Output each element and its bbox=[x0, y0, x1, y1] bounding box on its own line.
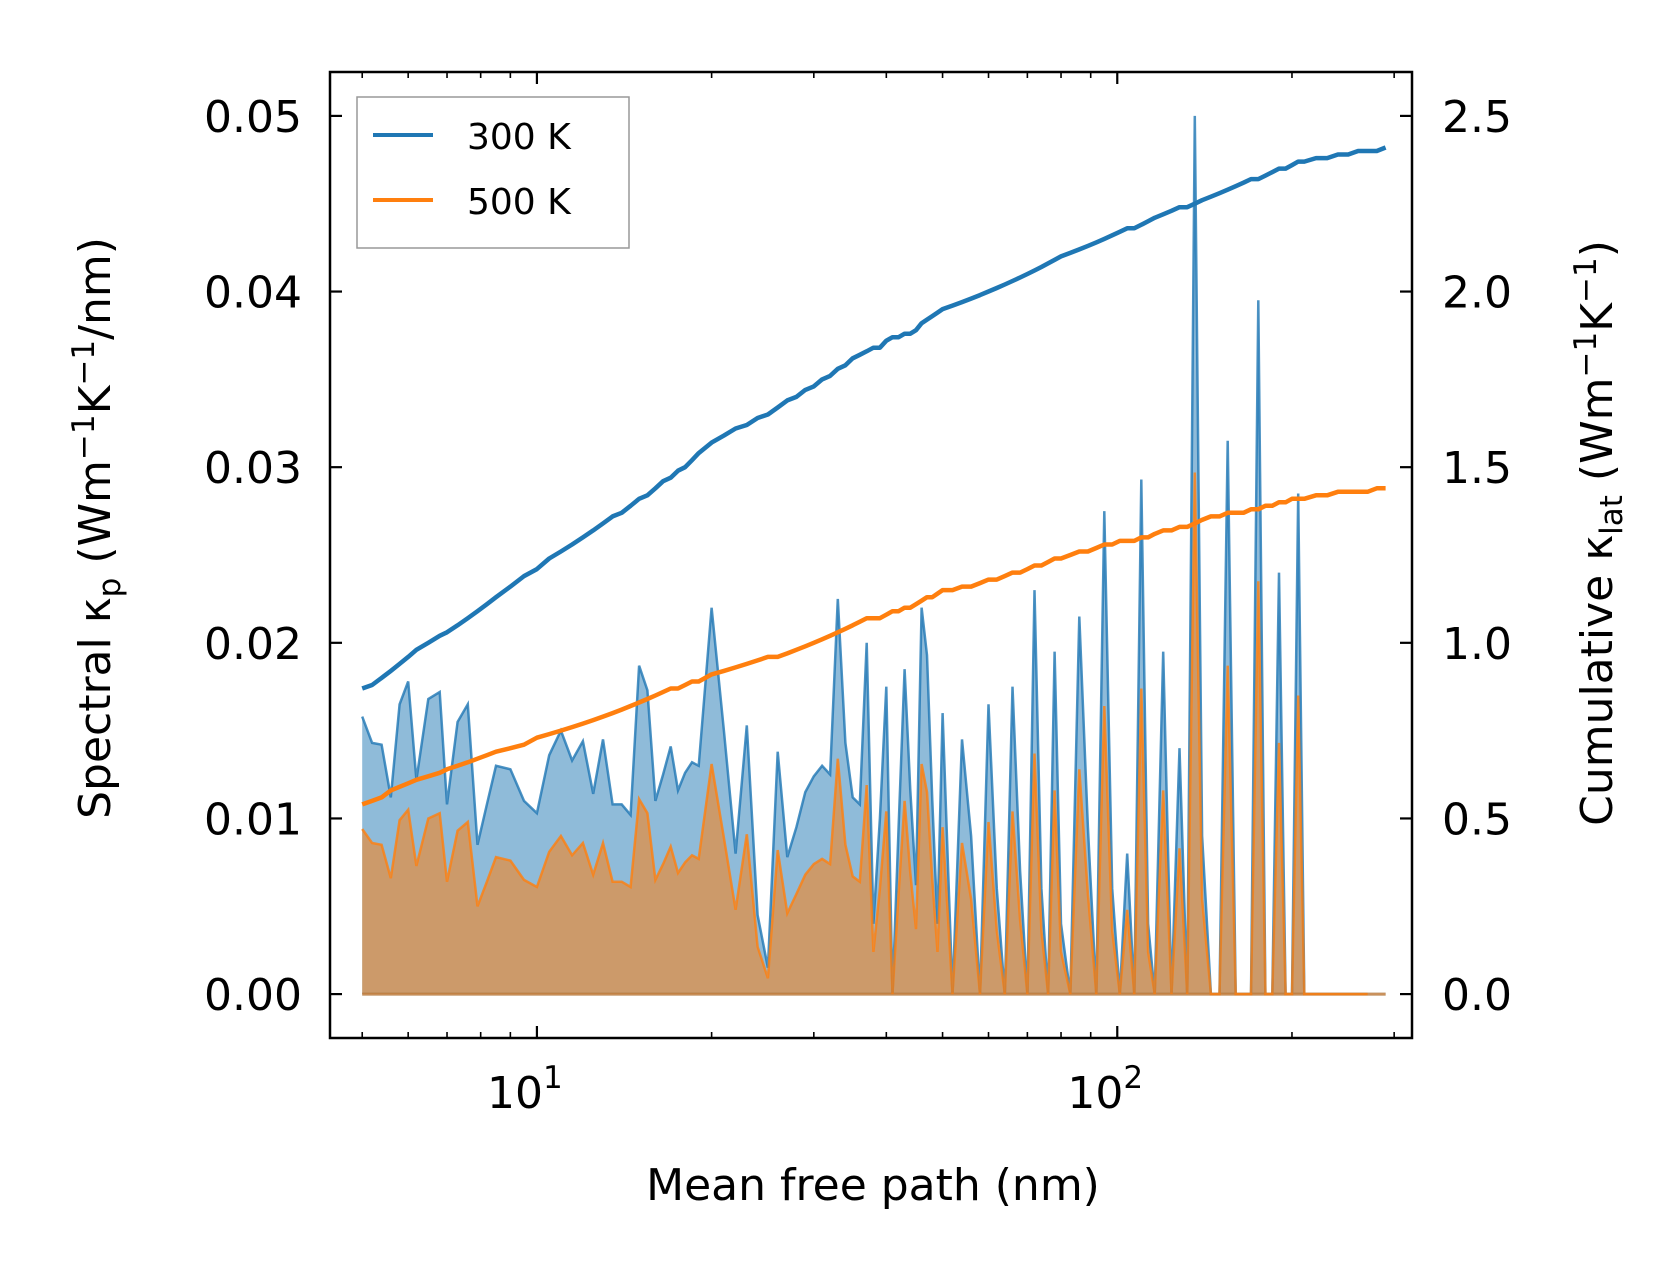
y-label-sup2: −1 bbox=[66, 340, 102, 386]
y2-label-sup2: −1 bbox=[1568, 257, 1604, 303]
y-label-subscript: p bbox=[92, 578, 128, 598]
y-label-mid: K bbox=[70, 384, 121, 414]
y2-tick-label: 2.5 bbox=[1442, 92, 1512, 143]
y-tick-label: 0.04 bbox=[204, 268, 302, 319]
y2-axis-label: Cumulative κlat (Wm−1K−1) bbox=[1568, 240, 1630, 826]
y-label-main: Spectral κ bbox=[70, 597, 121, 819]
spectral-line-300k bbox=[361, 115, 1368, 996]
y2-label-mid: K bbox=[1572, 302, 1623, 332]
y2-label-subscript: lat bbox=[1594, 495, 1630, 535]
y-label-sup1: −1 bbox=[66, 414, 102, 460]
y2-label-main: Cumulative κ bbox=[1572, 535, 1623, 826]
y2-label-unit-suffix: ) bbox=[1572, 240, 1623, 257]
y2-tick-label: 1.5 bbox=[1442, 443, 1512, 494]
plot-frame bbox=[328, 70, 1414, 1040]
y-axis-label: Spectral κp (Wm−1K−1/nm) bbox=[66, 237, 128, 819]
spectral-lines bbox=[361, 115, 1386, 996]
legend-label-300k: 300 K bbox=[467, 117, 572, 158]
cumulative-line-300k bbox=[361, 145, 1387, 691]
y2-tick-label: 2.0 bbox=[1442, 268, 1512, 319]
y2-label-unit-prefix: (Wm bbox=[1572, 378, 1623, 482]
x-axis-label: Mean free path (nm) bbox=[646, 1160, 1100, 1211]
x-tick-label: 102 bbox=[1067, 1060, 1143, 1119]
y-label-unit-suffix: /nm) bbox=[70, 237, 121, 340]
y-tick-label: 0.02 bbox=[204, 619, 302, 670]
axis-tick-labels: 101 102 0.00 0.01 0.02 0.03 0.04 0.05 0.0 0.5 1.0 1… bbox=[204, 92, 1512, 1119]
legend-label-500k: 500 K bbox=[467, 182, 572, 223]
spectral-fill-500k bbox=[362, 472, 1368, 995]
y-tick-label: 0.00 bbox=[204, 970, 302, 1021]
y2-label-sup1: −1 bbox=[1568, 332, 1604, 378]
y2-tick-label: 0.0 bbox=[1442, 970, 1512, 1021]
legend: 300 K 500 K bbox=[356, 96, 630, 249]
y-tick-label: 0.03 bbox=[204, 443, 302, 494]
y-tick-label: 0.01 bbox=[204, 794, 302, 845]
y-tick-label: 0.05 bbox=[204, 92, 302, 143]
cumulative-lines bbox=[361, 145, 1387, 807]
x-tick-label: 101 bbox=[487, 1060, 563, 1119]
y-label-unit-prefix: (Wm bbox=[70, 460, 121, 564]
y2-tick-label: 1.0 bbox=[1442, 619, 1512, 670]
spectral-line-500k bbox=[361, 472, 1368, 996]
axis-ticks bbox=[330, 72, 1412, 1038]
y2-tick-label: 0.5 bbox=[1442, 794, 1512, 845]
legend-box bbox=[356, 96, 630, 249]
cumulative-line-500k bbox=[361, 486, 1386, 807]
